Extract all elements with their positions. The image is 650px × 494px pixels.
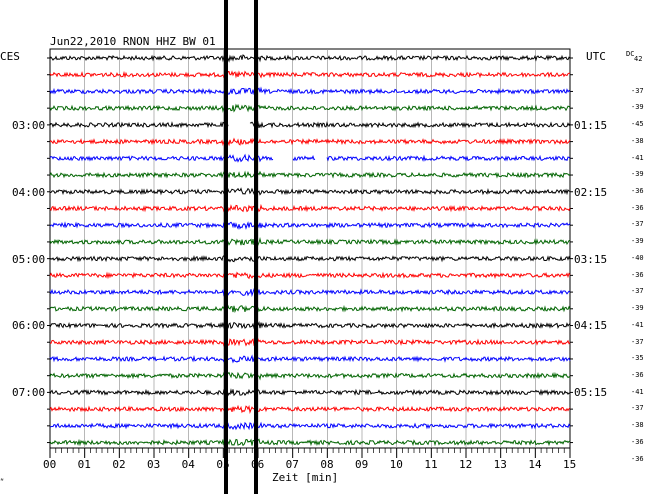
- dc-value: -41: [631, 320, 644, 329]
- seismic-trace: [49, 103, 571, 113]
- x-tick-label: 12: [459, 458, 473, 471]
- dc-value: -41: [631, 153, 644, 162]
- x-tick-label: 09: [355, 458, 369, 471]
- seismic-trace: [50, 337, 571, 347]
- x-tick-label: 08: [320, 458, 334, 471]
- x-tick-label: 14: [528, 458, 542, 471]
- x-tick-label: 02: [112, 458, 126, 471]
- seismic-trace: [49, 287, 571, 298]
- x-tick-label: 00: [43, 458, 57, 471]
- dc-value: -40: [631, 253, 644, 262]
- seismic-trace: [49, 271, 571, 280]
- x-axis-label: Zeit [min]: [272, 471, 339, 484]
- x-tick-label: 13: [493, 458, 507, 471]
- dc-value: -39: [631, 304, 644, 313]
- seismic-trace: [49, 438, 571, 447]
- dc-value: -36: [631, 454, 644, 463]
- x-tick-label: 07: [285, 458, 299, 471]
- dc-value: -37: [631, 337, 644, 346]
- event-marker: [254, 0, 258, 494]
- dc-value: -37: [631, 287, 644, 296]
- dc-value: -36: [631, 437, 644, 446]
- seismic-trace: [49, 255, 571, 263]
- dc-value: 42: [634, 55, 643, 63]
- dc-value: -39: [631, 237, 644, 246]
- dc-value: -39: [631, 170, 644, 179]
- right-time-label: 03:15: [574, 253, 608, 266]
- dc-value: -36: [631, 270, 644, 279]
- right-time-label: 01:15: [574, 119, 608, 132]
- dc-value: -37: [631, 220, 644, 229]
- right-timezone-label: UTC: [586, 50, 606, 63]
- x-tick-label: 04: [181, 458, 195, 471]
- seismic-trace: [49, 370, 571, 381]
- seismic-trace: [49, 388, 571, 397]
- event-marker: [224, 0, 228, 494]
- seismic-trace: [49, 187, 571, 196]
- seismic-trace: [49, 153, 571, 163]
- left-time-label: 03:00: [12, 119, 46, 132]
- dc-value: -36: [631, 370, 644, 379]
- x-tick-label: 10: [389, 458, 403, 471]
- right-time-label: 02:15: [574, 186, 608, 199]
- chart-title: Jun22,2010 RNON HHZ BW 01: [50, 35, 216, 48]
- left-time-label: 07:00: [12, 386, 46, 399]
- seismic-trace: [49, 321, 571, 330]
- seismic-trace: [49, 421, 571, 431]
- seismic-trace: [49, 404, 571, 415]
- dc-value: -38: [631, 421, 644, 430]
- seismic-trace: [49, 54, 571, 63]
- seismic-trace: [49, 237, 571, 247]
- seismic-trace: [49, 120, 571, 129]
- x-tick-label: 11: [424, 458, 438, 471]
- dc-value: -36: [631, 203, 644, 212]
- seismic-trace: [49, 221, 571, 230]
- right-time-label: 04:15: [574, 319, 608, 332]
- seismic-trace: [49, 70, 571, 79]
- dc-value: -36: [631, 187, 644, 196]
- dc-value: -37: [631, 404, 644, 413]
- x-tick-label: 05: [216, 458, 230, 471]
- dc-value: -38: [631, 136, 644, 145]
- seismic-trace: [49, 170, 571, 179]
- dc-value: -37: [631, 86, 644, 95]
- x-tick-label: 06: [251, 458, 265, 471]
- left-time-label: 05:00: [12, 253, 46, 266]
- seismic-trace: [49, 354, 571, 364]
- dc-label: DC: [626, 50, 635, 58]
- dc-value: -35: [631, 354, 644, 363]
- seismic-trace: [49, 86, 571, 96]
- x-tick-label: 03: [147, 458, 161, 471]
- seismic-trace: [49, 203, 571, 213]
- x-tick-label: 01: [77, 458, 91, 471]
- dc-value: -45: [631, 120, 644, 129]
- dc-value: -39: [631, 103, 644, 112]
- dc-value: -41: [631, 387, 644, 396]
- left-timezone-label: CES: [0, 50, 20, 63]
- seismic-trace: [49, 304, 571, 314]
- left-time-label: 06:00: [12, 319, 46, 332]
- left-time-label: 04:00: [12, 186, 46, 199]
- seismic-trace: [49, 137, 571, 147]
- right-time-label: 05:15: [574, 386, 608, 399]
- x-tick-label: 15: [563, 458, 577, 471]
